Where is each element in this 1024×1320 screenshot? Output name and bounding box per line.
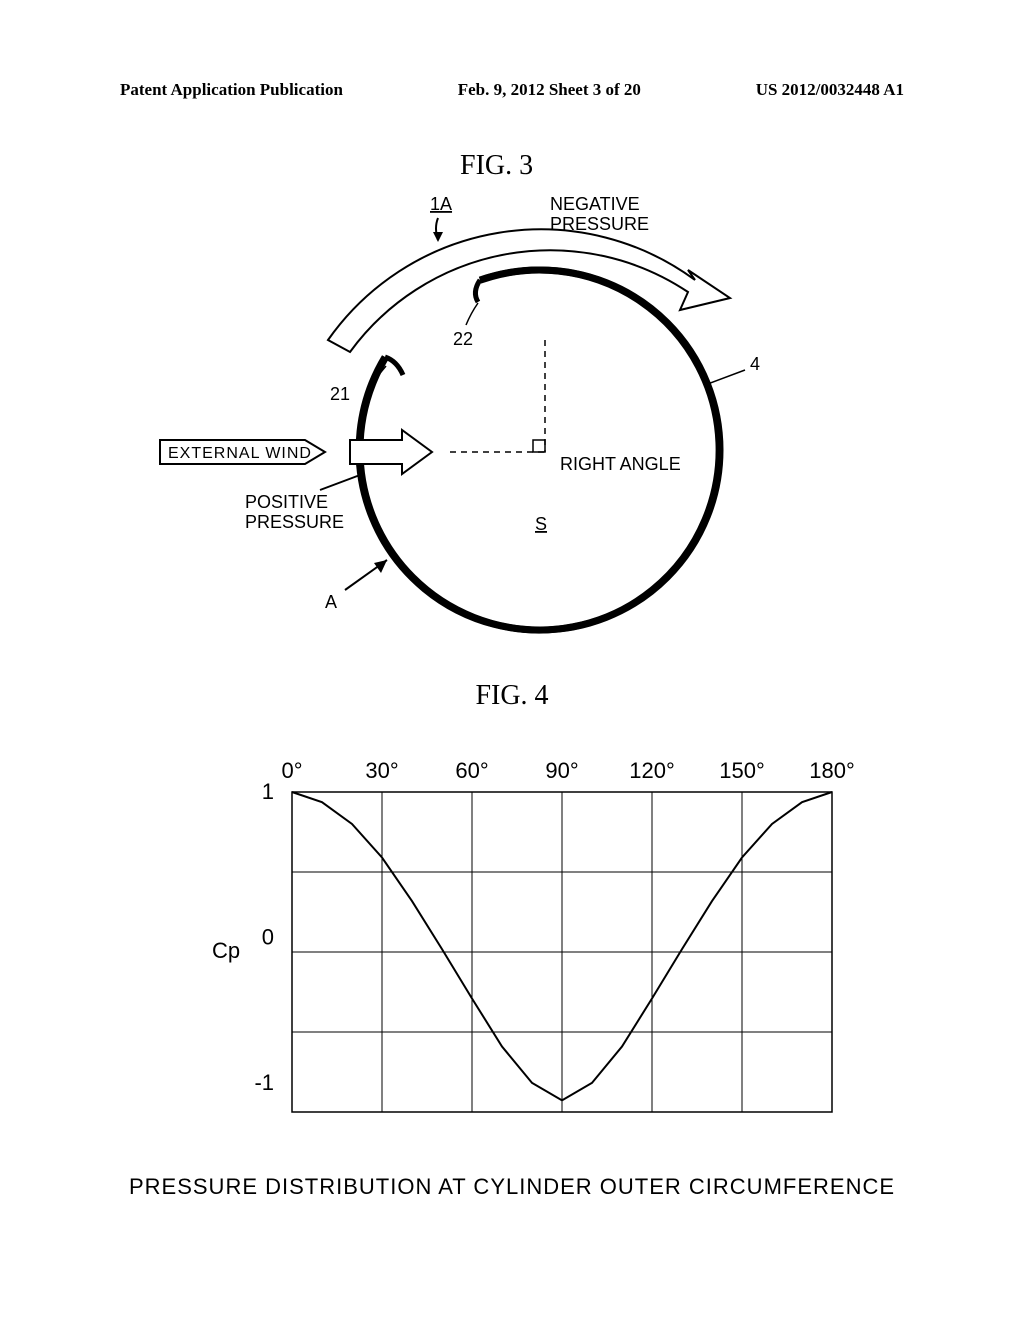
y-tick-label: 0 — [262, 924, 274, 949]
label-22: 22 — [453, 329, 473, 349]
right-angle-box — [533, 440, 545, 452]
label-21: 21 — [330, 384, 350, 404]
label-negative-pressure-1: NEGATIVE — [550, 194, 640, 214]
x-tick-label: 60° — [455, 758, 488, 783]
label-s: S — [535, 514, 547, 534]
fig4-caption: PRESSURE DISTRIBUTION AT CYLINDER OUTER … — [0, 1174, 1024, 1200]
label-positive-1: POSITIVE — [245, 492, 328, 512]
leader-1a-head — [433, 232, 443, 242]
fig3-diagram: 1A NEGATIVE PRESSURE 22 21 4 EXTERNAL WI… — [150, 170, 850, 670]
page-header: Patent Application Publication Feb. 9, 2… — [0, 80, 1024, 100]
leader-a-head — [374, 560, 387, 573]
label-4: 4 — [750, 354, 760, 374]
x-tick-label: 120° — [629, 758, 675, 783]
fig4-title: FIG. 4 — [0, 680, 1024, 712]
leader-22 — [466, 303, 478, 325]
header-right: US 2012/0032448 A1 — [756, 80, 904, 100]
x-tick-label: 90° — [545, 758, 578, 783]
label-1a: 1A — [430, 194, 452, 214]
leader-4 — [705, 370, 745, 385]
label-positive-2: PRESSURE — [245, 512, 344, 532]
y-axis-label: Cp — [212, 938, 240, 963]
header-center: Feb. 9, 2012 Sheet 3 of 20 — [458, 80, 641, 100]
flow-arrow-outline — [328, 229, 730, 352]
label-negative-pressure-2: PRESSURE — [550, 214, 649, 234]
x-tick-label: 0° — [281, 758, 302, 783]
fig4-chart: 0° 30° 60° 90° 120° 150° 180° 1 0 -1 Cp — [152, 742, 872, 1162]
external-wind-box: EXTERNAL WIND — [160, 440, 325, 464]
figure-4: FIG. 4 0° 30° 60° 90° 120° 150° 180° 1 0 -1 Cp PRE… — [0, 680, 1024, 1200]
x-tick-label: 180° — [809, 758, 855, 783]
label-a: A — [325, 592, 337, 612]
label-external-wind: EXTERNAL WIND — [168, 445, 312, 462]
header-left: Patent Application Publication — [120, 80, 343, 100]
leader-positive — [320, 475, 360, 490]
y-tick-label: 1 — [262, 779, 274, 804]
label-right-angle: RIGHT ANGLE — [560, 454, 681, 474]
tick-21 — [385, 357, 403, 375]
y-tick-label: -1 — [254, 1070, 274, 1095]
x-tick-label: 30° — [365, 758, 398, 783]
tick-22 — [475, 280, 480, 302]
x-tick-label: 150° — [719, 758, 765, 783]
